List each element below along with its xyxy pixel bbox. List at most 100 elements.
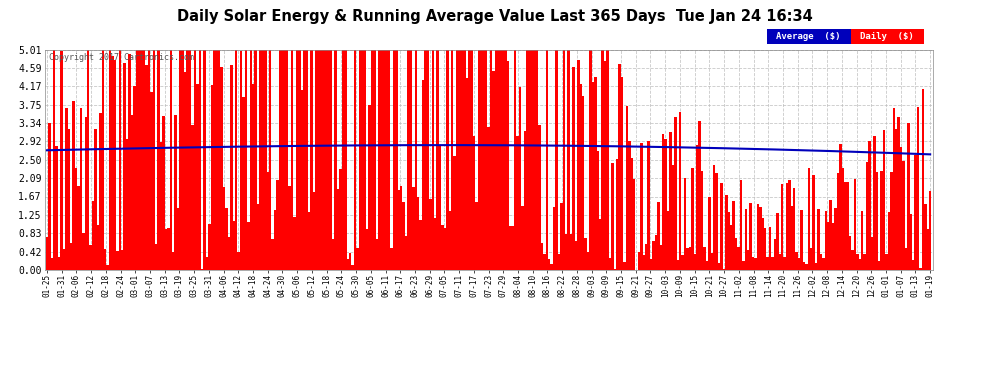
Bar	[332, 239, 335, 270]
Bar	[929, 191, 932, 270]
Bar	[641, 143, 643, 270]
Bar	[686, 248, 689, 270]
Bar	[756, 204, 759, 270]
Bar	[124, 63, 126, 270]
Bar	[201, 269, 204, 270]
Bar	[146, 65, 148, 270]
Bar	[465, 78, 468, 270]
Bar	[271, 239, 274, 270]
Bar	[696, 145, 698, 270]
Bar	[337, 189, 340, 270]
Bar	[177, 208, 179, 270]
Bar	[310, 50, 313, 270]
Bar	[791, 206, 793, 270]
Bar	[907, 123, 910, 270]
Bar	[587, 252, 589, 270]
Bar	[279, 50, 281, 270]
Bar	[830, 200, 832, 270]
Bar	[633, 179, 636, 270]
Bar	[842, 168, 844, 270]
Bar	[429, 199, 432, 270]
Bar	[818, 209, 820, 270]
Bar	[468, 50, 470, 270]
Bar	[72, 101, 75, 270]
Bar	[57, 257, 60, 270]
Bar	[669, 132, 672, 270]
Bar	[628, 141, 631, 270]
FancyBboxPatch shape	[850, 28, 924, 44]
Bar	[647, 141, 649, 270]
Bar	[80, 108, 82, 270]
Bar	[497, 50, 500, 270]
Bar	[245, 50, 248, 270]
Bar	[240, 51, 243, 270]
Bar	[572, 67, 575, 270]
Bar	[822, 258, 825, 270]
Bar	[138, 50, 141, 270]
Bar	[604, 61, 606, 270]
Bar	[805, 264, 808, 270]
Bar	[611, 163, 614, 270]
Bar	[458, 50, 460, 270]
Bar	[226, 209, 228, 270]
Bar	[439, 147, 442, 270]
Bar	[848, 236, 851, 270]
Bar	[174, 115, 177, 270]
Bar	[477, 50, 480, 270]
Bar	[487, 127, 490, 270]
Bar	[504, 50, 507, 270]
Bar	[119, 50, 121, 270]
Bar	[448, 211, 451, 270]
Bar	[248, 222, 249, 270]
Bar	[711, 253, 713, 270]
Bar	[148, 50, 150, 270]
Bar	[621, 76, 624, 270]
Bar	[75, 168, 77, 270]
Bar	[565, 234, 567, 270]
Bar	[674, 117, 676, 270]
Bar	[211, 85, 213, 270]
Bar	[223, 187, 226, 270]
Bar	[614, 268, 616, 270]
Bar	[771, 257, 773, 270]
Bar	[783, 257, 786, 270]
Bar	[235, 50, 238, 270]
Bar	[121, 251, 124, 270]
Bar	[681, 255, 684, 270]
Bar	[701, 171, 703, 270]
Bar	[853, 178, 856, 270]
Bar	[473, 136, 475, 270]
Bar	[330, 50, 332, 270]
Bar	[740, 180, 742, 270]
Bar	[800, 210, 803, 270]
Bar	[529, 50, 531, 270]
Bar	[485, 50, 487, 270]
Bar	[412, 187, 415, 270]
Bar	[624, 262, 626, 270]
Bar	[733, 201, 735, 270]
Bar	[50, 258, 53, 270]
Bar	[482, 50, 485, 270]
Bar	[728, 212, 730, 270]
Bar	[885, 254, 888, 270]
Bar	[664, 140, 667, 270]
Bar	[788, 180, 791, 270]
Bar	[738, 247, 740, 270]
Bar	[356, 248, 358, 270]
Bar	[288, 186, 291, 270]
Bar	[67, 129, 70, 270]
Bar	[539, 124, 541, 270]
Bar	[313, 192, 315, 270]
Bar	[349, 253, 351, 270]
Bar	[524, 130, 526, 270]
Bar	[832, 222, 835, 270]
Bar	[388, 50, 390, 270]
Bar	[875, 172, 878, 270]
Bar	[323, 50, 325, 270]
Bar	[861, 211, 863, 270]
Bar	[601, 50, 604, 270]
Bar	[325, 50, 328, 270]
Bar	[342, 50, 345, 270]
Bar	[837, 173, 840, 270]
Bar	[363, 50, 366, 270]
